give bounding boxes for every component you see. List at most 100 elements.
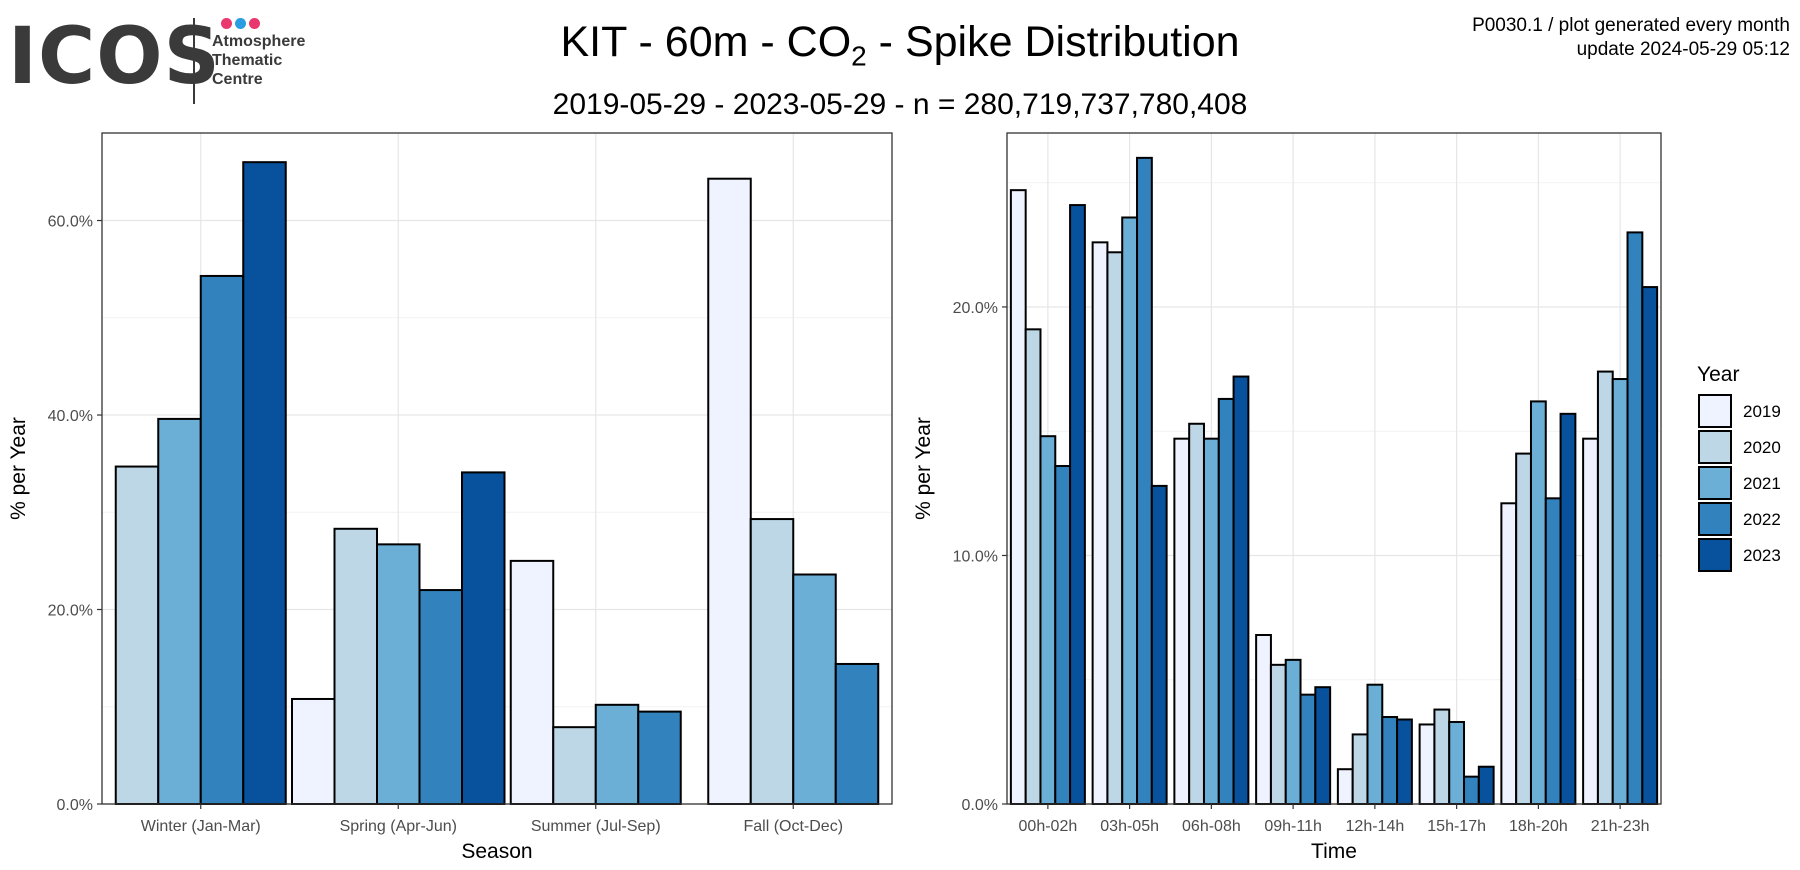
x-tick-label: 06h-08h: [1182, 818, 1241, 835]
logo-dot: [235, 18, 246, 29]
bar-2020-4: [1351, 733, 1369, 805]
bar-2022-7: [1626, 231, 1644, 805]
bar-2019-3: [707, 177, 752, 805]
bar-2021-7: [1611, 378, 1629, 805]
bar-2019-1: [291, 697, 336, 806]
bar-2023-1: [461, 471, 506, 805]
legend-label-2021: 2021: [1743, 474, 1781, 493]
bar-2019-3: [1255, 634, 1272, 805]
bar-2019-2: [509, 559, 555, 805]
bar-2022-3: [834, 662, 880, 805]
bar-2019-6: [1500, 502, 1518, 805]
y-axis-title: % per Year: [7, 417, 30, 520]
x-tick-label: 12h-14h: [1346, 818, 1405, 835]
bar-2022-1: [1136, 156, 1153, 805]
legend-swatch-2023: [1698, 538, 1732, 572]
bar-2022-6: [1544, 497, 1562, 805]
x-tick-label: 15h-17h: [1427, 818, 1486, 835]
x-tick-label: Spring (Apr-Jun): [340, 818, 457, 835]
chart-panel-1: 0.0% 20.0% 40.0% 60.0% Winter (Jan-Mar) Sprin…: [7, 132, 893, 863]
bar-2019-5: [1418, 723, 1436, 805]
bar-2022-1: [418, 589, 463, 806]
title-rest: - Spike Distribution: [866, 18, 1240, 66]
bar-2023-3: [1314, 686, 1332, 805]
bar-2021-3: [1284, 658, 1302, 805]
bar-2021-1: [1121, 216, 1139, 806]
legend-title: Year: [1697, 363, 1739, 386]
y-axis-title: % per Year: [912, 417, 935, 520]
icos-logo: ICOS Atmosphere Thematic Centre: [8, 10, 338, 110]
bar-2021-6: [1529, 400, 1547, 805]
bar-2020-1: [1106, 251, 1124, 806]
logo-divider: [193, 18, 195, 104]
title-subscript: 2: [851, 40, 867, 72]
logo-line: Centre: [212, 71, 263, 88]
meta-update: update 2024-05-29 05:12: [1576, 39, 1790, 60]
bar-2021-0: [1039, 435, 1057, 805]
y-tick-label: 20.0%: [953, 300, 998, 317]
bar-2020-2: [1188, 422, 1205, 805]
legend-label-2020: 2020: [1743, 438, 1781, 457]
bar-2020-3: [749, 518, 795, 805]
bar-2022-3: [1299, 693, 1317, 805]
plot-meta: P0030.1 / plot generated every month upd…: [1472, 14, 1790, 62]
x-axis-title: Season: [461, 840, 532, 863]
x-tick-label: 18h-20h: [1509, 818, 1568, 835]
bar-2022-2: [1217, 397, 1235, 805]
legend-label-2019: 2019: [1743, 402, 1781, 421]
bar-2020-0: [114, 465, 160, 805]
panel-border: [1006, 132, 1662, 805]
bar-2020-3: [1269, 663, 1287, 806]
bar-2023-2: [1232, 375, 1250, 805]
y-tick-label: 20.0%: [48, 603, 93, 620]
panel-border: [101, 132, 893, 805]
bar-2020-2: [552, 726, 597, 805]
bar-2019-1: [1091, 241, 1109, 805]
legend-swatch-2020: [1698, 430, 1732, 464]
x-tick-label: 03h-05h: [1100, 818, 1159, 835]
logo-subtitle: Atmosphere Thematic Centre: [212, 32, 305, 89]
y-tick-label: 60.0%: [48, 214, 93, 231]
bar-2023-0: [1069, 204, 1086, 805]
bar-2022-4: [1381, 716, 1399, 805]
y-tick-label: 10.0%: [953, 548, 998, 565]
bar-2020-0: [1024, 328, 1042, 805]
logo-dot: [221, 18, 232, 29]
x-tick-label: Fall (Oct-Dec): [743, 818, 843, 835]
bar-2023-4: [1396, 718, 1413, 806]
logo-line: Atmosphere: [212, 33, 306, 50]
bar-2022-0: [199, 274, 245, 806]
bar-2020-6: [1515, 452, 1532, 805]
y-tick-label: 0.0%: [57, 797, 93, 814]
bar-2020-1: [333, 527, 378, 805]
bar-2019-2: [1173, 437, 1191, 805]
bar-2019-0: [1009, 189, 1027, 806]
bar-2023-1: [1150, 484, 1168, 805]
logo-line: Thematic: [212, 52, 283, 69]
logo-wordmark: ICOS: [8, 12, 221, 102]
legend-label-2022: 2022: [1743, 510, 1781, 529]
title-main: KIT - 60m - CO: [560, 18, 852, 66]
logo-dots: [221, 16, 263, 34]
page-title: KIT - 60m - CO2 - Spike Distribution: [0, 18, 1800, 73]
bar-2019-7: [1582, 437, 1599, 805]
bar-2021-3: [792, 573, 837, 805]
bar-2021-2: [594, 703, 640, 806]
bar-2021-4: [1366, 683, 1384, 806]
bar-2022-2: [637, 710, 682, 806]
x-tick-label: Winter (Jan-Mar): [141, 818, 261, 835]
bar-2020-5: [1433, 708, 1451, 806]
bar-2023-5: [1477, 765, 1495, 806]
legend-swatch-2021: [1698, 466, 1732, 500]
page-subtitle: 2019-05-29 - 2023-05-29 - n = 280,719,73…: [552, 88, 1248, 121]
x-tick-label: 00h-02h: [1019, 818, 1078, 835]
y-tick-label: 0.0%: [962, 797, 998, 814]
legend-swatch-2019: [1698, 394, 1732, 428]
bar-2023-6: [1559, 412, 1577, 805]
bar-2021-1: [376, 543, 421, 805]
bar-2022-0: [1054, 465, 1072, 805]
x-axis-title: Time: [1311, 840, 1357, 863]
bar-2019-4: [1336, 768, 1354, 805]
